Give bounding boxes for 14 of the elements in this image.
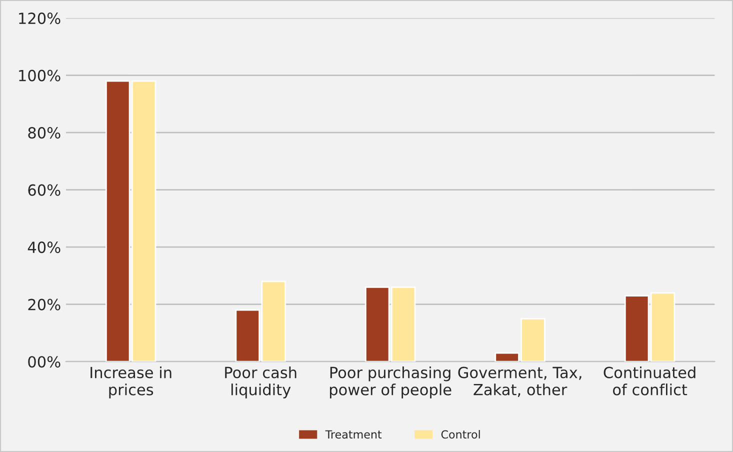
y-tick-label: 60% (28, 184, 60, 196)
y-tick-label: 40% (28, 242, 60, 254)
x-tick-label: Continuated of conflict (604, 366, 696, 396)
legend-label: Control (441, 430, 480, 439)
y-tick-label: 00% (28, 356, 60, 368)
y-tick-label: 100% (19, 70, 60, 82)
x-tick-label: Poor purchasing power of people (330, 366, 452, 398)
x-tick-label: Poor cash liquidity (225, 366, 296, 398)
x-tick-label: Goverment, Tax, Zakat, other (458, 366, 582, 397)
x-tick-label: Increase in prices (90, 366, 172, 398)
legend-label: Treatment (325, 430, 382, 439)
y-tick-label: 120% (19, 12, 60, 24)
y-tick-label: 80% (28, 127, 60, 139)
y-tick-label: 20% (28, 298, 60, 310)
